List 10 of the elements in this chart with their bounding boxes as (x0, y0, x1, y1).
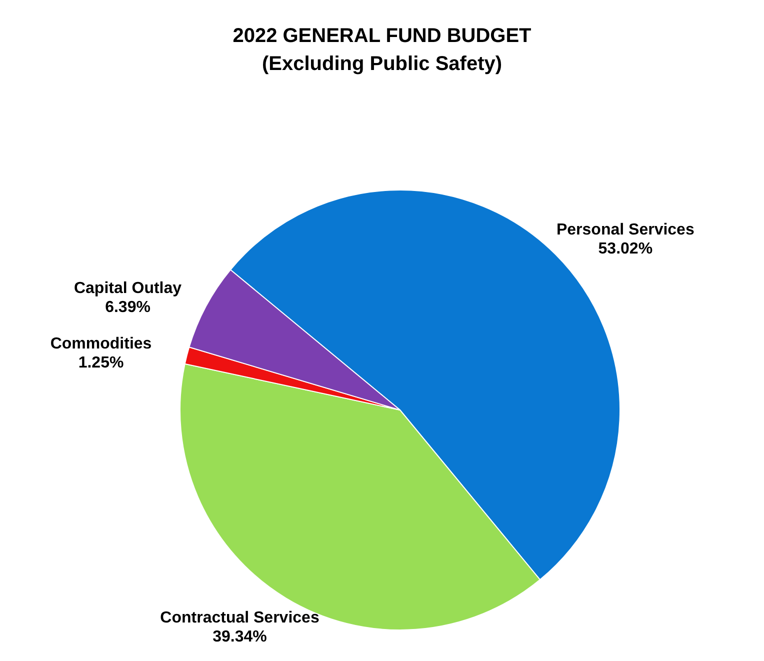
data-label: 6.39% (105, 299, 150, 316)
chart-subtitle: (Excluding Public Safety) (262, 53, 502, 75)
data-label: 1.25% (78, 354, 124, 372)
slice-label: Commodities (50, 335, 152, 352)
data-label: 39.34% (212, 628, 267, 646)
slice-label: Contractual Services (160, 609, 320, 626)
data-label: 53.02% (598, 240, 653, 258)
slice-label: Capital Outlay (74, 280, 182, 297)
slice-label: Personal Services (556, 221, 694, 238)
chart-title: 2022 GENERAL FUND BUDGET (232, 25, 532, 47)
